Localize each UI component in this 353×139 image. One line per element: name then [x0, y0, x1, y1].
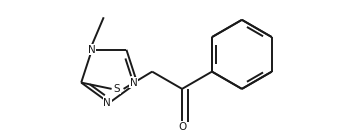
Text: S: S	[114, 84, 120, 94]
Text: N: N	[88, 45, 96, 55]
Text: O: O	[178, 122, 186, 132]
Text: N: N	[130, 78, 138, 88]
Text: N: N	[103, 98, 111, 108]
